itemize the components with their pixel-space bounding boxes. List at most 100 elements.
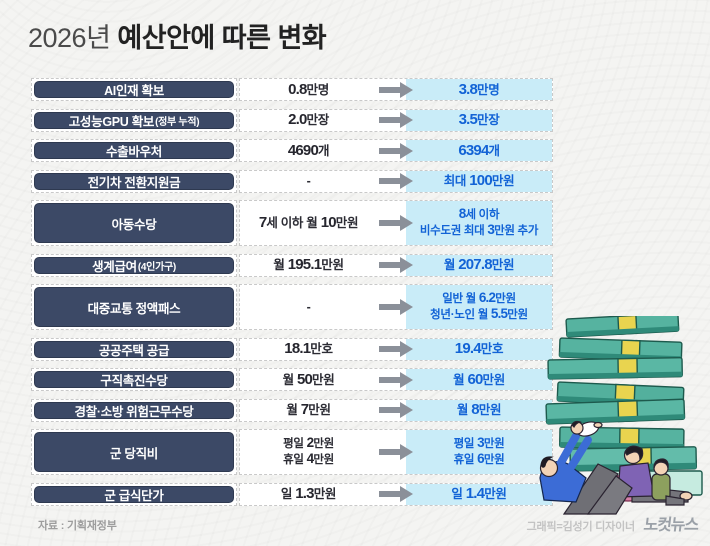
row-label: 수출바우처 [105,145,162,159]
arrow-right-icon [377,201,415,245]
old-value: 월 195.1만원 [273,256,344,273]
row-value-cell: 2.0만장 3.5만장 [239,108,553,132]
new-value: 최대 100만원 [406,170,552,192]
row-label: 군 급식단가 [104,488,164,503]
row-value-cell: 평일 2만원 휴일 4만원 평일 3만원 휴일 6만원 [239,429,553,475]
row-label: AI인재 확보 [104,84,164,98]
designer-credit: 그래픽=김성기 디자이너 [526,521,635,533]
row-value-cell: 7세 이하 월 10만원 8세 이하 비수도권 최대 3만원 추가 [239,200,553,246]
row-label-cell: 군 급식단가 [31,482,237,506]
new-value: 일 1.4만원 [406,483,552,505]
row-label-cell: 아동수당 [31,200,237,246]
arrow-right-icon [377,430,415,474]
arrow-right-icon [377,171,415,192]
row-label: 경찰·소방 위험근무수당 [74,404,194,419]
row-label-pill: 공공주택 공급 [34,340,234,358]
new-value: 3.5만장 [406,109,552,131]
old-value: 월 7만원 [286,401,331,418]
arrow-right-icon [377,255,415,276]
row-value-cell: 월 195.1만원 월 207.8만원 [239,253,553,277]
old-value: 7세 이하 월 10만원 [258,214,359,231]
row-value-cell: - 일반 월 6.2만원 청년·노인 월 5.5만원 [239,284,553,330]
table-row: 고성능GPU 확보 (정부 누적) 2.0만장 3.5만장 [31,108,553,132]
row-label: 구직촉진수당 [100,374,168,388]
source-note: 자료 : 기획재정부 [38,520,117,532]
row-label-pill: 전기차 전환지원금 [34,172,234,190]
row-label: 대중교통 정액패스 [87,301,181,316]
row-label-pill: 대중교통 정액패스 [34,287,234,327]
row-label: 전기차 전환지원금 [87,175,181,190]
arrow-right-icon [377,140,415,161]
row-label-pill: 구직촉진수당 [34,371,234,388]
table-row: 군 당직비 평일 2만원 휴일 4만원 평일 3만원 휴일 6만원 [31,429,553,475]
row-label: 생계급여 [92,259,137,274]
table-row: 아동수당 7세 이하 월 10만원 8세 이하 비수도권 최대 3만원 추가 [31,200,553,246]
row-label-pill: AI인재 확보 [34,81,234,98]
new-value: 월 60만원 [406,369,552,390]
old-value: - [306,299,311,314]
table-row: 공공주택 공급 18.1만호 19.4만호 [31,337,553,361]
row-label-sub: (4인가구) [137,261,176,273]
arrow-right-icon [377,110,415,131]
table-row: 대중교통 정액패스 - 일반 월 6.2만원 청년·노인 월 5.5만원 [31,284,553,330]
row-label: 군 당직비 [110,446,158,461]
table-row: AI인재 확보 0.8만명 3.8만명 [31,78,553,101]
new-value: 3.8만명 [406,79,552,100]
old-value: 일 1.3만원 [280,485,337,502]
row-label-pill: 경찰·소방 위험근무수당 [34,401,234,419]
row-label-cell: 구직촉진수당 [31,368,237,391]
row-label-cell: 생계급여 (4인가구) [31,253,237,277]
row-label-sub: (정부 누적) [155,116,200,128]
arrow-right-icon [377,369,415,390]
old-value: 평일 2만원 휴일 4만원 [283,435,334,466]
row-value-cell: 4690개 6394개 [239,139,553,162]
row-value-cell: 월 7만원 월 8만원 [239,398,553,422]
row-label-pill: 수출바우처 [34,142,234,159]
old-value: 월 50만원 [282,370,335,388]
row-label-pill: 생계급여 (4인가구) [34,256,234,274]
old-value: 2.0만장 [288,111,329,128]
row-label-cell: 경찰·소방 위험근무수당 [31,398,237,422]
row-label-pill: 군 급식단가 [34,485,234,503]
title-year: 2026년 [28,23,111,53]
row-label-cell: AI인재 확보 [31,78,237,101]
row-label-cell: 군 당직비 [31,429,237,475]
old-value: 18.1만호 [284,340,333,357]
row-value-cell: 일 1.3만원 일 1.4만원 [239,482,553,506]
new-value: 일반 월 6.2만원 청년·노인 월 5.5만원 [406,285,552,329]
old-value: 0.8만명 [288,80,329,98]
footer-credit: 그래픽=김성기 디자이너 노컷뉴스 [526,511,699,535]
title-main: 예산안에 따른 변화 [117,23,327,53]
arrow-right-icon [377,484,415,505]
new-value: 6394개 [406,140,552,161]
arrow-right-icon [377,79,415,100]
table-row: 경찰·소방 위험근무수당 월 7만원 월 8만원 [31,398,553,422]
row-label-cell: 대중교통 정액패스 [31,284,237,330]
row-label-cell: 전기차 전환지원금 [31,169,237,193]
row-label-cell: 공공주택 공급 [31,337,237,361]
row-label-cell: 고성능GPU 확보 (정부 누적) [31,108,237,132]
row-value-cell: 18.1만호 19.4만호 [239,337,553,361]
table-row: 수출바우처 4690개 6394개 [31,139,553,162]
row-value-cell: 0.8만명 3.8만명 [239,78,553,101]
budget-change-table: AI인재 확보 0.8만명 3.8만명 고성능GPU 확보 (정부 누적) [31,78,553,506]
table-row: 구직촉진수당 월 50만원 월 60만원 [31,368,553,391]
table-row: 전기차 전환지원금 - 최대 100만원 [31,169,553,193]
arrow-right-icon [377,285,415,329]
row-value-cell: - 최대 100만원 [239,169,553,193]
arrow-right-icon [377,400,415,421]
arrow-right-icon [377,339,415,360]
table-row: 군 급식단가 일 1.3만원 일 1.4만원 [31,482,553,506]
table-row: 생계급여 (4인가구) 월 195.1만원 월 207.8만원 [31,253,553,277]
row-value-cell: 월 50만원 월 60만원 [239,368,553,391]
row-label: 고성능GPU 확보 [68,114,155,129]
new-value: 월 8만원 [406,399,552,421]
row-label-pill: 아동수당 [34,203,234,243]
old-value: 4690개 [287,141,330,159]
page-title: 2026년 예산안에 따른 변화 [28,16,327,55]
new-value: 월 207.8만원 [406,254,552,276]
new-value: 19.4만호 [406,338,552,360]
row-label: 공공주택 공급 [98,343,170,358]
family-money-illustration [539,316,703,515]
